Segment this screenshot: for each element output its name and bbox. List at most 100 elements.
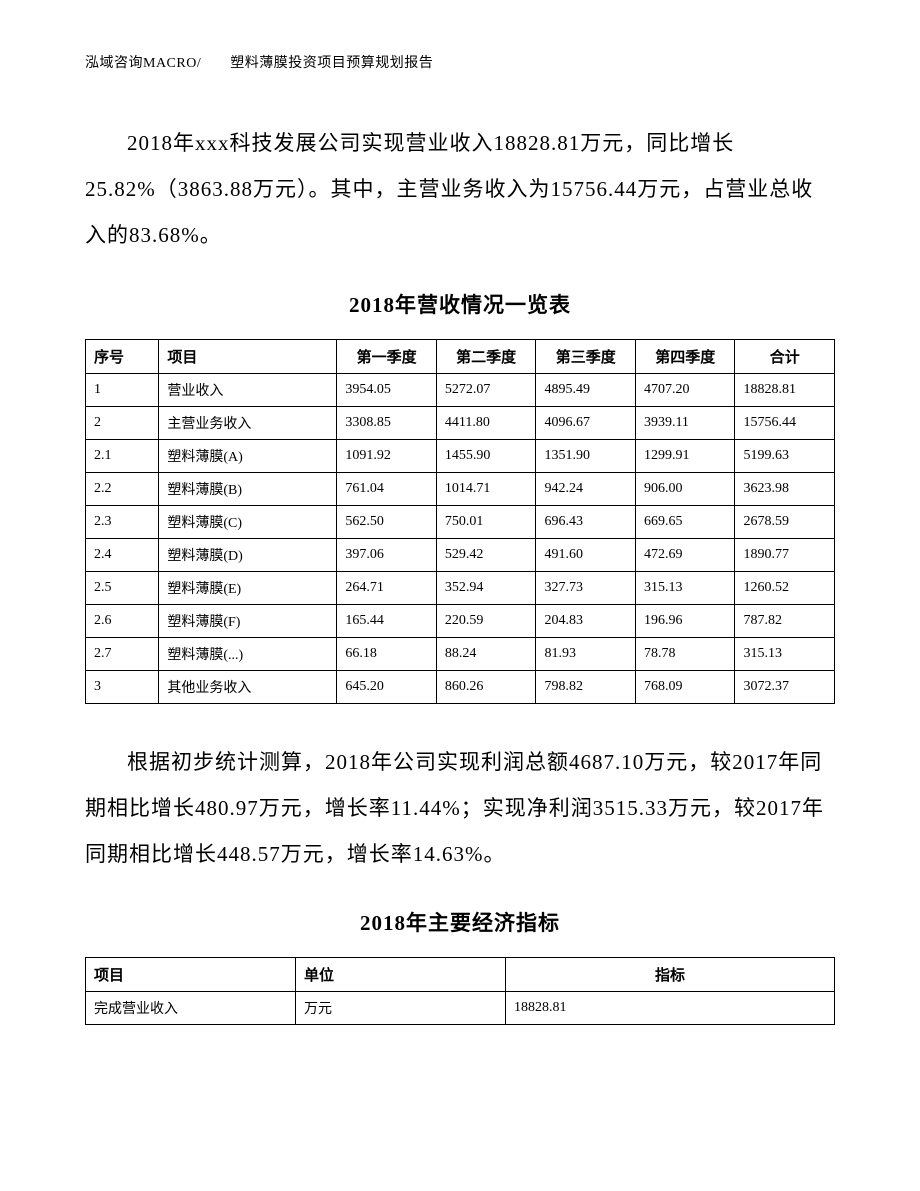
cell-q3: 696.43 bbox=[536, 505, 636, 538]
cell-total: 3623.98 bbox=[735, 472, 835, 505]
table-row: 3其他业务收入645.20860.26798.82768.093072.37 bbox=[86, 670, 835, 703]
cell-item: 营业收入 bbox=[159, 373, 337, 406]
cell-q4: 315.13 bbox=[635, 571, 735, 604]
cell-q1: 562.50 bbox=[337, 505, 437, 538]
cell-q2: 352.94 bbox=[436, 571, 536, 604]
cell-seq: 2.4 bbox=[86, 538, 159, 571]
cell-total: 3072.37 bbox=[735, 670, 835, 703]
table-row: 2.1塑料薄膜(A)1091.921455.901351.901299.9151… bbox=[86, 439, 835, 472]
cell-seq: 3 bbox=[86, 670, 159, 703]
cell-item: 主营业务收入 bbox=[159, 406, 337, 439]
th-seq: 序号 bbox=[86, 339, 159, 373]
cell-item: 塑料薄膜(E) bbox=[159, 571, 337, 604]
cell-unit: 万元 bbox=[296, 992, 506, 1025]
cell-q4: 669.65 bbox=[635, 505, 735, 538]
cell-q1: 3308.85 bbox=[337, 406, 437, 439]
cell-q2: 1014.71 bbox=[436, 472, 536, 505]
cell-item: 塑料薄膜(A) bbox=[159, 439, 337, 472]
cell-indicator: 18828.81 bbox=[506, 992, 835, 1025]
cell-q1: 66.18 bbox=[337, 637, 437, 670]
th-q2: 第二季度 bbox=[436, 339, 536, 373]
cell-q4: 472.69 bbox=[635, 538, 735, 571]
cell-q3: 81.93 bbox=[536, 637, 636, 670]
th-q3: 第三季度 bbox=[536, 339, 636, 373]
th-q4: 第四季度 bbox=[635, 339, 735, 373]
cell-q2: 4411.80 bbox=[436, 406, 536, 439]
cell-q3: 4895.49 bbox=[536, 373, 636, 406]
cell-q1: 264.71 bbox=[337, 571, 437, 604]
table-row: 2.5塑料薄膜(E)264.71352.94327.73315.131260.5… bbox=[86, 571, 835, 604]
cell-q4: 4707.20 bbox=[635, 373, 735, 406]
th-unit: 单位 bbox=[296, 958, 506, 992]
cell-q3: 798.82 bbox=[536, 670, 636, 703]
indicator-table: 项目 单位 指标 完成营业收入万元18828.81 bbox=[85, 957, 835, 1025]
cell-q4: 906.00 bbox=[635, 472, 735, 505]
cell-total: 18828.81 bbox=[735, 373, 835, 406]
cell-q2: 750.01 bbox=[436, 505, 536, 538]
table-row: 2.6塑料薄膜(F)165.44220.59204.83196.96787.82 bbox=[86, 604, 835, 637]
cell-seq: 2.6 bbox=[86, 604, 159, 637]
cell-q4: 78.78 bbox=[635, 637, 735, 670]
cell-seq: 1 bbox=[86, 373, 159, 406]
cell-total: 315.13 bbox=[735, 637, 835, 670]
th-item: 项目 bbox=[86, 958, 296, 992]
table-row: 2.3塑料薄膜(C)562.50750.01696.43669.652678.5… bbox=[86, 505, 835, 538]
cell-q2: 88.24 bbox=[436, 637, 536, 670]
table-row: 2主营业务收入3308.854411.804096.673939.1115756… bbox=[86, 406, 835, 439]
cell-q3: 491.60 bbox=[536, 538, 636, 571]
cell-q1: 645.20 bbox=[337, 670, 437, 703]
cell-q3: 204.83 bbox=[536, 604, 636, 637]
table-header-row: 项目 单位 指标 bbox=[86, 958, 835, 992]
cell-seq: 2.2 bbox=[86, 472, 159, 505]
th-item: 项目 bbox=[159, 339, 337, 373]
th-indicator: 指标 bbox=[506, 958, 835, 992]
cell-item: 塑料薄膜(C) bbox=[159, 505, 337, 538]
cell-q1: 761.04 bbox=[337, 472, 437, 505]
cell-seq: 2.7 bbox=[86, 637, 159, 670]
cell-q2: 5272.07 bbox=[436, 373, 536, 406]
cell-q4: 3939.11 bbox=[635, 406, 735, 439]
table1-title: 2018年营收情况一览表 bbox=[85, 289, 835, 319]
cell-q4: 1299.91 bbox=[635, 439, 735, 472]
cell-seq: 2 bbox=[86, 406, 159, 439]
th-q1: 第一季度 bbox=[337, 339, 437, 373]
cell-seq: 2.1 bbox=[86, 439, 159, 472]
cell-item: 完成营业收入 bbox=[86, 992, 296, 1025]
cell-q2: 529.42 bbox=[436, 538, 536, 571]
revenue-table: 序号 项目 第一季度 第二季度 第三季度 第四季度 合计 1营业收入3954.0… bbox=[85, 339, 835, 704]
document-content: 2018年xxx科技发展公司实现营业收入18828.81万元，同比增长25.82… bbox=[85, 120, 835, 1060]
cell-q2: 1455.90 bbox=[436, 439, 536, 472]
cell-total: 15756.44 bbox=[735, 406, 835, 439]
cell-item: 塑料薄膜(F) bbox=[159, 604, 337, 637]
table-row: 2.4塑料薄膜(D)397.06529.42491.60472.691890.7… bbox=[86, 538, 835, 571]
table-row: 完成营业收入万元18828.81 bbox=[86, 992, 835, 1025]
cell-total: 787.82 bbox=[735, 604, 835, 637]
cell-q2: 220.59 bbox=[436, 604, 536, 637]
cell-total: 2678.59 bbox=[735, 505, 835, 538]
paragraph-1: 2018年xxx科技发展公司实现营业收入18828.81万元，同比增长25.82… bbox=[85, 120, 835, 259]
cell-total: 1890.77 bbox=[735, 538, 835, 571]
cell-q1: 3954.05 bbox=[337, 373, 437, 406]
cell-item: 塑料薄膜(B) bbox=[159, 472, 337, 505]
cell-item: 塑料薄膜(D) bbox=[159, 538, 337, 571]
cell-seq: 2.5 bbox=[86, 571, 159, 604]
table2-title: 2018年主要经济指标 bbox=[85, 907, 835, 937]
cell-total: 5199.63 bbox=[735, 439, 835, 472]
table-row: 1营业收入3954.055272.074895.494707.2018828.8… bbox=[86, 373, 835, 406]
cell-q2: 860.26 bbox=[436, 670, 536, 703]
cell-q3: 327.73 bbox=[536, 571, 636, 604]
cell-q4: 196.96 bbox=[635, 604, 735, 637]
cell-q1: 165.44 bbox=[337, 604, 437, 637]
cell-q1: 1091.92 bbox=[337, 439, 437, 472]
table-header-row: 序号 项目 第一季度 第二季度 第三季度 第四季度 合计 bbox=[86, 339, 835, 373]
th-total: 合计 bbox=[735, 339, 835, 373]
cell-item: 其他业务收入 bbox=[159, 670, 337, 703]
cell-item: 塑料薄膜(...) bbox=[159, 637, 337, 670]
table-row: 2.7塑料薄膜(...)66.1888.2481.9378.78315.13 bbox=[86, 637, 835, 670]
page-header: 泓域咨询MACRO/ 塑料薄膜投资项目预算规划报告 bbox=[85, 52, 433, 72]
cell-q3: 4096.67 bbox=[536, 406, 636, 439]
cell-q4: 768.09 bbox=[635, 670, 735, 703]
cell-q3: 1351.90 bbox=[536, 439, 636, 472]
cell-q3: 942.24 bbox=[536, 472, 636, 505]
cell-seq: 2.3 bbox=[86, 505, 159, 538]
